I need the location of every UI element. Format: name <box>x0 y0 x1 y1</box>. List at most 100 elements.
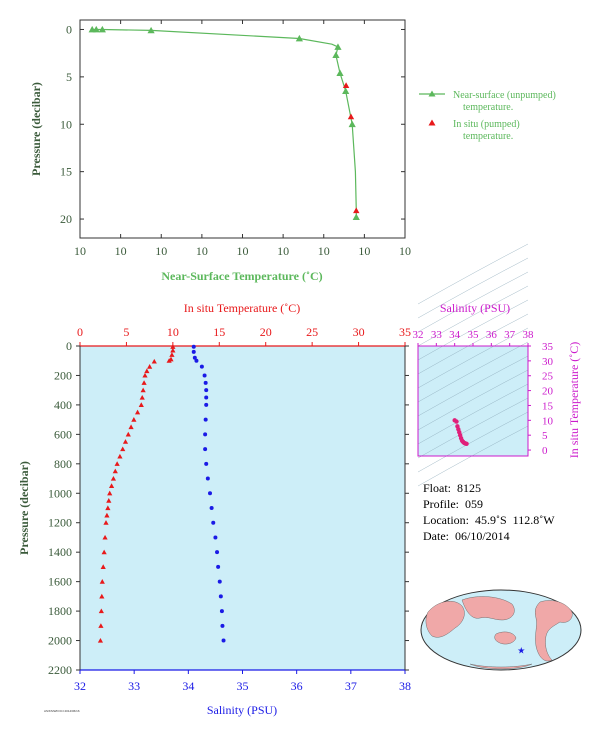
temperature-point <box>110 475 117 481</box>
in-situ-marker <box>353 207 360 214</box>
salinity-point <box>203 432 208 437</box>
pressure-ticks: 0 200 400 600 800 1000 1200 1400 1600 1800 2000 220… <box>48 339 409 677</box>
pressure-tick-label: 0 <box>66 339 72 353</box>
pressure-tick-label: 1000 <box>48 486 72 500</box>
near-surface-x-tick-label: 10 <box>358 244 370 258</box>
near-surface-marker <box>332 51 340 58</box>
temperature-point <box>169 352 175 357</box>
legend-in-situ-marker <box>428 119 436 126</box>
profile-background <box>80 346 405 670</box>
ts-salinity-tick-label: 36 <box>486 329 498 341</box>
temperature-point <box>102 534 108 540</box>
footer-credit: AS/KS/WFOCI 2014/06/16 <box>44 709 80 713</box>
salinity-tick-label: 32 <box>74 679 86 693</box>
near-surface-y-label: Pressure (decibar) <box>29 82 43 176</box>
salinity-axis-title: Salinity (PSU) <box>207 703 277 717</box>
legend-in-situ-label-1: In situ (pumped) <box>453 119 520 130</box>
map-land <box>425 596 573 670</box>
location: Location: 45.9˚S 112.8˚W <box>423 513 555 527</box>
salinity-point <box>221 638 226 643</box>
near-surface-series-line <box>92 28 357 218</box>
salinity-point <box>191 344 196 349</box>
salinity-point <box>218 594 223 599</box>
ts-temperature-tick-label: 30 <box>542 356 554 368</box>
salinity-point <box>216 564 221 569</box>
ts-temperature-tick-label: 5 <box>542 430 548 442</box>
ts-point <box>454 419 459 424</box>
ts-salinity-tick-label: 38 <box>523 329 535 341</box>
salinity-tick-label: 33 <box>128 679 140 693</box>
ts-salinity-tick-label: 32 <box>413 329 424 341</box>
temperature-point <box>101 549 107 555</box>
near-surface-x-ticks: 10 10 10 10 10 10 10 10 10 <box>74 20 411 258</box>
pressure-tick-label: 600 <box>54 427 72 441</box>
salinity-point <box>220 623 225 628</box>
temperature-point <box>141 380 147 385</box>
salinity-ticks: 32 33 34 35 36 37 38 <box>74 670 411 693</box>
ts-points <box>452 418 469 447</box>
temperature-point <box>98 608 104 614</box>
ts-temperature-tick-label: 15 <box>542 400 554 412</box>
temperature-point <box>142 372 148 378</box>
temperature-point <box>166 358 172 363</box>
ts-temperature-tick-label: 20 <box>542 386 554 398</box>
ts-point <box>464 441 469 447</box>
near-surface-x-tick-label: 10 <box>155 244 167 258</box>
salinity-point <box>204 461 209 466</box>
legend-in-situ-label-2: temperature. <box>463 131 513 142</box>
temperature-point <box>117 453 123 459</box>
near-surface-marker <box>147 26 155 34</box>
salinity-point <box>217 579 222 584</box>
profile-number: Profile: 059 <box>423 497 483 511</box>
temperature-point <box>100 564 106 569</box>
temperature-point <box>108 483 115 488</box>
temperature-point <box>147 364 153 369</box>
temperature-point <box>105 505 111 511</box>
ts-temperature-tick-label: 10 <box>542 415 554 427</box>
density-contour <box>417 271 529 333</box>
ts-salinity-tick-label: 34 <box>449 329 461 341</box>
near-surface-x-tick-label: 10 <box>318 244 330 258</box>
pressure-tick-label: 400 <box>54 398 72 412</box>
salinity-point <box>211 520 216 525</box>
density-contour <box>417 257 529 319</box>
salinity-point <box>215 550 220 555</box>
temperature-point <box>107 490 113 496</box>
ts-density-contours <box>417 243 529 487</box>
temperature-profile-points <box>97 344 176 643</box>
ts-background <box>418 346 528 456</box>
temperature-tick-label: 5 <box>123 325 129 339</box>
ts-temperature-tick-label: 35 <box>542 341 554 353</box>
near-surface-x-tick-label: 10 <box>399 244 411 258</box>
near-surface-y-tick-label: 10 <box>60 117 72 131</box>
temperature-point <box>131 417 137 422</box>
temperature-point <box>134 409 141 415</box>
temperature-point <box>139 394 145 400</box>
near-surface-x-tick-label: 10 <box>277 244 289 258</box>
near-surface-marker <box>98 25 106 33</box>
near-surface-marker <box>342 87 350 94</box>
ts-temperature-title: In situ Temperature (˚C) <box>567 342 581 459</box>
salinity-tick-label: 34 <box>182 679 194 693</box>
temperature-tick-label: 0 <box>77 325 83 339</box>
salinity-tick-label: 35 <box>237 679 249 693</box>
temperature-point <box>120 446 126 452</box>
temperature-tick-label: 30 <box>353 325 365 339</box>
temperature-point <box>170 344 176 349</box>
temperature-point <box>99 579 105 584</box>
salinity-point <box>213 535 218 540</box>
pressure-tick-label: 1200 <box>48 516 72 530</box>
near-surface-y-tick-label: 15 <box>60 165 72 179</box>
date: Date: 06/10/2014 <box>423 529 510 543</box>
ts-salinity-tick-label: 35 <box>468 329 480 341</box>
near-surface-x-tick-label: 10 <box>237 244 249 258</box>
in-situ-marker <box>342 82 350 88</box>
land-europe-africa <box>425 601 465 638</box>
near-surface-marker <box>92 25 100 33</box>
density-contour <box>417 383 529 445</box>
near-surface-x-tick-label: 10 <box>74 244 86 258</box>
temperature-ticks: 0 5 10 15 20 25 30 35 <box>77 325 411 346</box>
salinity-point <box>203 380 208 385</box>
near-surface-marker <box>348 120 356 128</box>
